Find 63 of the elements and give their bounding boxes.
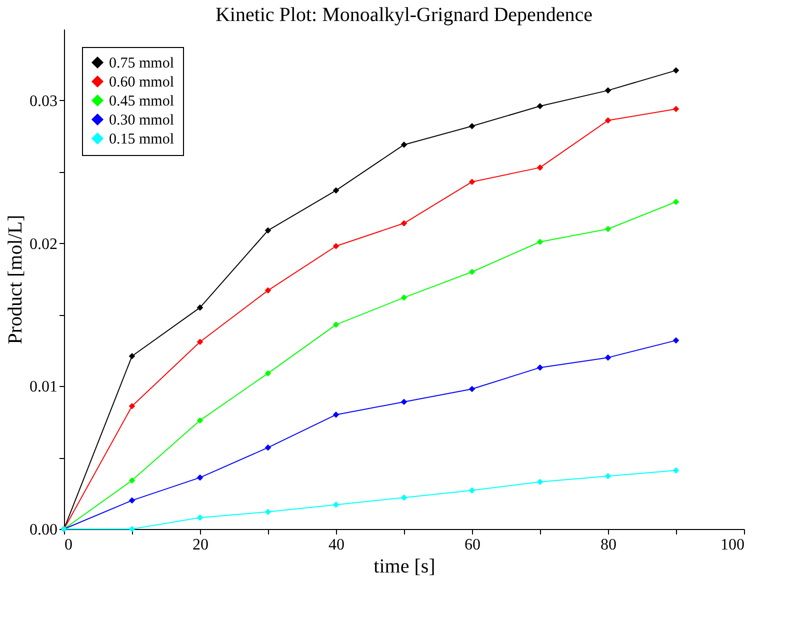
chart-title: Kinetic Plot: Monoalkyl-Grignard Dependence [215,4,593,26]
point [400,398,408,406]
point [332,242,340,250]
point [264,370,272,376]
x-tick-label: 100 [720,536,744,554]
x-tick-label: 0 [64,536,72,554]
point [196,474,204,481]
y-tick-label: 0.02 [30,236,58,253]
point [196,338,204,346]
legend-label: 0.30 mmol [109,112,174,128]
point [604,226,612,232]
legend-label: 0.60 mmol [109,74,174,90]
x-tick-label: 80 [600,536,616,554]
x-tick-label: 20 [192,536,208,554]
point [196,304,204,311]
point [672,67,680,74]
point [400,220,408,226]
point [604,117,612,124]
point [128,402,136,410]
point [400,294,408,301]
point [604,472,612,480]
point [672,337,680,344]
point [264,444,272,451]
point [264,227,272,234]
point [468,178,476,186]
point [400,142,408,148]
point [332,412,340,418]
point [536,364,544,371]
x-axis-title: time [s] [374,556,436,578]
point [128,477,136,484]
point [536,238,544,246]
point [536,478,544,486]
point [672,106,680,112]
point [468,268,476,276]
legend-label: 0.75 mmol [109,56,174,72]
y-tick-label: 0.03 [30,92,58,110]
point [332,187,340,194]
point [264,508,272,516]
point [672,467,680,474]
legend-label: 0.15 mmol [109,132,174,148]
point [468,122,476,130]
point [128,497,136,504]
point [332,502,340,508]
point [128,526,136,532]
point [604,87,612,94]
point [400,494,408,501]
x-tick-label: 60 [464,536,480,554]
point [468,487,476,494]
y-axis-title: Product [mol/L] [4,214,26,344]
y-tick-label: 0.00 [30,522,58,538]
point [196,514,204,521]
point [196,417,204,424]
point [672,198,680,206]
point [264,287,272,294]
legend-label: 0.45 mmol [109,94,174,110]
point [536,102,544,110]
point [332,322,340,328]
point [468,386,476,392]
y-tick-label: 0.01 [30,378,58,396]
point [536,164,544,171]
x-tick-label: 40 [328,536,344,554]
point [604,354,612,361]
point [128,352,136,360]
